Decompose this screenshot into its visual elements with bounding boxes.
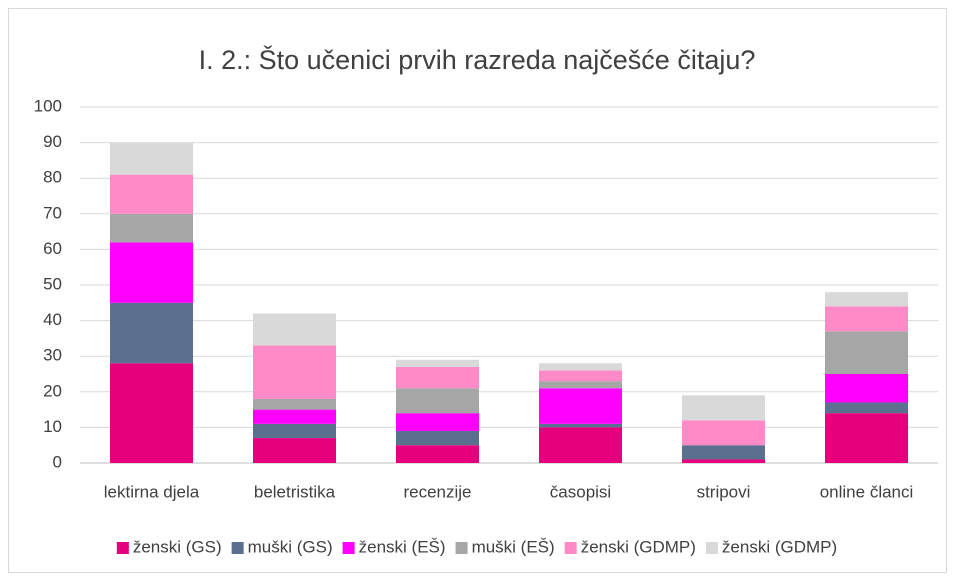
bar-segment <box>539 363 622 371</box>
bar-segment <box>682 420 765 446</box>
bar-segment <box>396 430 479 446</box>
bar-segment <box>539 427 622 463</box>
bar-segment <box>682 445 765 460</box>
bar-segment <box>825 306 908 332</box>
bar-segment <box>396 388 479 414</box>
bar-segment <box>682 395 765 421</box>
legend-swatch <box>455 542 468 554</box>
y-tick-label: 10 <box>43 417 62 436</box>
y-tick-label: 60 <box>43 239 62 258</box>
bar-segment <box>110 174 193 214</box>
bar-segment <box>539 370 622 382</box>
y-tick-label: 50 <box>43 274 62 293</box>
y-tick-label: 80 <box>43 168 62 187</box>
bar-segment <box>253 398 336 410</box>
x-tick-label: časopisi <box>550 482 611 501</box>
bar-segment <box>253 423 336 439</box>
bar-segment <box>539 381 622 389</box>
bar-segment <box>825 413 908 463</box>
y-tick-label: 20 <box>43 381 62 400</box>
bar-segment <box>825 374 908 403</box>
bar-segment <box>825 331 908 374</box>
y-tick-label: 90 <box>43 132 62 151</box>
y-tick-label: 40 <box>43 310 62 329</box>
legend-swatch <box>342 542 355 554</box>
chart-title: I. 2.: Što učenici prvih razreda najčešć… <box>199 44 756 75</box>
y-tick-label: 100 <box>34 96 62 115</box>
x-tick-label: recenzije <box>403 482 471 501</box>
bar-segment <box>110 302 193 364</box>
bar-segment <box>396 359 479 367</box>
bar-segment <box>396 413 479 431</box>
bar-segment <box>825 402 908 414</box>
bar-segment <box>396 366 479 389</box>
x-tick-label: online članci <box>820 482 914 501</box>
x-tick-label: lektirna djela <box>104 482 200 501</box>
bar-segment <box>253 438 336 463</box>
y-tick-label: 0 <box>53 452 62 471</box>
bar-segment <box>110 213 193 243</box>
bar-segment <box>682 459 765 463</box>
legend-swatch <box>564 542 577 554</box>
y-tick-label: 30 <box>43 346 62 365</box>
bar-segment <box>253 409 336 424</box>
bar-segment <box>539 423 622 428</box>
legend-swatch <box>231 542 244 554</box>
bar-segment <box>539 388 622 424</box>
bar-segment <box>110 363 193 463</box>
legend-label: muški (EŠ) <box>472 537 555 556</box>
legend-swatch <box>116 542 129 554</box>
x-tick-label: beletristika <box>254 482 336 501</box>
bar-segment <box>253 313 336 346</box>
bar-segment <box>825 292 908 307</box>
bar-segment <box>110 242 193 303</box>
y-tick-label: 70 <box>43 203 62 222</box>
legend-label: ženski (EŠ) <box>359 537 446 556</box>
x-tick-label: stripovi <box>697 482 751 501</box>
bar-segment <box>253 345 336 399</box>
bar-segment <box>110 142 193 175</box>
legend-label: ženski (GDMP) <box>581 537 696 556</box>
legend-label: ženski (GDMP) <box>722 537 837 556</box>
bar-segment <box>396 445 479 463</box>
legend-label: ženski (GS) <box>133 537 222 556</box>
legend-swatch <box>705 542 718 554</box>
legend-label: muški (GS) <box>248 537 333 556</box>
